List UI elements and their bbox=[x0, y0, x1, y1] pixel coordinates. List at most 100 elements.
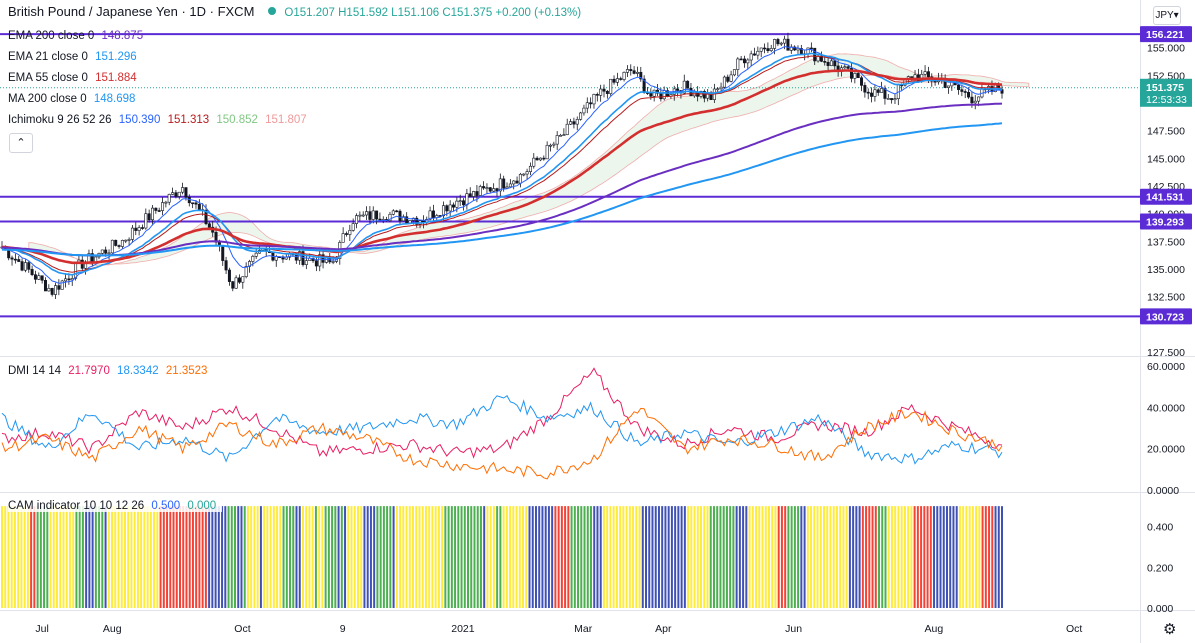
candle bbox=[890, 98, 894, 104]
cam-pane[interactable] bbox=[1, 506, 1003, 608]
candle bbox=[151, 205, 155, 226]
candle-body bbox=[783, 38, 787, 44]
candle bbox=[57, 279, 61, 296]
candle bbox=[753, 47, 757, 56]
candle-body bbox=[535, 157, 539, 161]
candle bbox=[244, 262, 248, 279]
candle bbox=[769, 44, 773, 53]
candle-body bbox=[431, 210, 435, 218]
candle-body bbox=[231, 281, 235, 289]
candle bbox=[876, 88, 880, 96]
currency-dropdown[interactable]: JPY▾ bbox=[1153, 6, 1181, 25]
legend-ema200[interactable]: EMA 200 close 0 148.875 bbox=[8, 30, 147, 42]
candle-body bbox=[40, 275, 44, 281]
candle bbox=[462, 198, 466, 211]
candle-body bbox=[589, 102, 593, 105]
candle-body bbox=[565, 123, 569, 135]
candle-body bbox=[355, 215, 359, 224]
candle bbox=[676, 84, 680, 97]
candle bbox=[963, 89, 967, 99]
candle bbox=[635, 66, 639, 77]
gear-icon[interactable]: ⚙ bbox=[1163, 621, 1177, 638]
candle bbox=[565, 118, 569, 136]
candle-body bbox=[421, 220, 425, 223]
candle bbox=[224, 256, 228, 274]
candle-body bbox=[361, 214, 365, 217]
legend-value: 148.698 bbox=[93, 93, 136, 105]
candle bbox=[860, 76, 864, 92]
candle bbox=[254, 248, 258, 259]
legend-dmi[interactable]: DMI 14 14 21.7970 18.3342 21.3523 bbox=[8, 365, 211, 377]
candle bbox=[602, 84, 606, 98]
candle-body bbox=[485, 187, 489, 189]
candle bbox=[498, 173, 502, 197]
candle bbox=[395, 209, 399, 213]
candle bbox=[960, 84, 964, 97]
legend-value: 21.7970 bbox=[68, 365, 110, 377]
candle bbox=[552, 141, 556, 148]
candle bbox=[599, 84, 603, 102]
candle-body bbox=[726, 76, 730, 82]
candle bbox=[127, 237, 131, 246]
candle-body bbox=[147, 213, 151, 221]
candle-body bbox=[144, 213, 148, 229]
line1-badge-bg bbox=[1140, 26, 1192, 43]
candle bbox=[823, 56, 827, 66]
candle-body bbox=[508, 183, 512, 188]
legend-value: 148.875 bbox=[101, 30, 144, 42]
time-axis[interactable]: Jul Aug Oct 9 2021 Mar Apr Jun Aug Oct bbox=[35, 623, 1082, 635]
candle bbox=[358, 211, 362, 222]
legend-label: EMA 21 close 0 bbox=[8, 51, 88, 63]
candle-body bbox=[786, 38, 790, 51]
candle bbox=[736, 57, 740, 76]
candle bbox=[237, 274, 241, 284]
candle bbox=[174, 190, 178, 199]
legend-value: 0.000 bbox=[187, 500, 217, 512]
candle-body bbox=[846, 66, 850, 69]
candle-body bbox=[823, 61, 827, 63]
candle-body bbox=[54, 285, 58, 295]
line2-badge: 141.531 bbox=[1146, 192, 1184, 204]
legend-ema21[interactable]: EMA 21 close 0 151.296 bbox=[8, 51, 141, 63]
line3-badge: 139.293 bbox=[1146, 216, 1184, 228]
candle-body bbox=[833, 60, 837, 67]
legend-value: 150.852 bbox=[216, 114, 258, 126]
candle-body bbox=[134, 227, 138, 231]
candle-body bbox=[241, 276, 245, 283]
collapse-legend-button[interactable]: ⌃ bbox=[9, 133, 33, 153]
candle-body bbox=[579, 112, 583, 120]
candle-body bbox=[137, 227, 141, 231]
candle-body bbox=[886, 98, 890, 100]
candle bbox=[746, 58, 750, 70]
candle bbox=[492, 183, 496, 193]
candle-body bbox=[498, 178, 502, 192]
candle bbox=[164, 200, 168, 208]
candle-body bbox=[542, 157, 546, 160]
candle bbox=[365, 206, 369, 220]
legend-cam[interactable]: CAM indicator 10 10 12 26 0.500 0.000 bbox=[8, 500, 223, 512]
candle-body bbox=[773, 39, 777, 49]
candle bbox=[809, 42, 813, 53]
legend-ema55[interactable]: EMA 55 close 0 151.884 bbox=[8, 72, 141, 84]
candle-body bbox=[575, 119, 579, 125]
candle-body bbox=[609, 78, 613, 94]
candle bbox=[632, 66, 636, 75]
candle-body bbox=[555, 135, 559, 145]
candle-body bbox=[321, 254, 325, 263]
candle bbox=[64, 273, 68, 288]
legend-ichimoku[interactable]: Ichimoku 9 26 52 26 150.390 151.313 150.… bbox=[8, 114, 311, 126]
candle bbox=[515, 176, 519, 184]
candle bbox=[545, 141, 549, 160]
time-tick-label: Aug bbox=[925, 623, 944, 635]
candle bbox=[54, 282, 58, 299]
price-axis[interactable]: 155.000152.500147.500145.000142.500140.0… bbox=[1140, 26, 1192, 615]
candle-body bbox=[365, 211, 369, 216]
ichimoku-conversion-line bbox=[1, 45, 1003, 284]
legend-ma200[interactable]: MA 200 close 0 148.698 bbox=[8, 93, 139, 105]
candle bbox=[729, 70, 733, 83]
candle-body bbox=[157, 210, 161, 212]
price-pane[interactable] bbox=[0, 32, 1140, 318]
dmi-pane[interactable] bbox=[1, 367, 1003, 480]
candle bbox=[518, 172, 522, 188]
